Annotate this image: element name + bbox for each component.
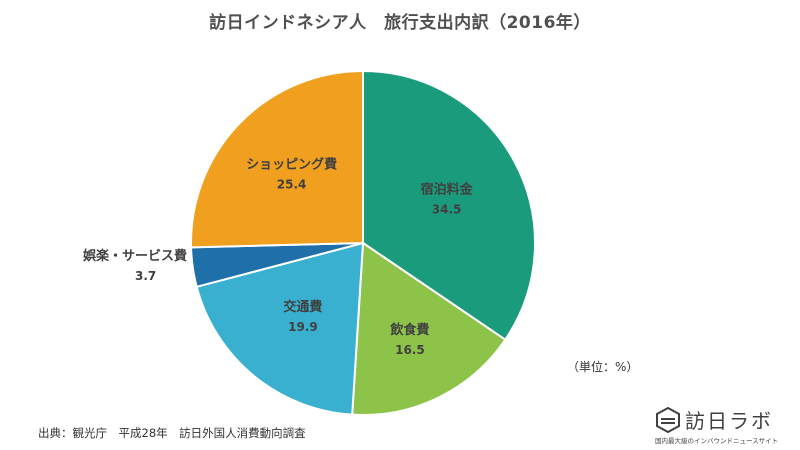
- pie-slice: [351, 241, 507, 416]
- logo-tagline: 国内最大級のインバウンドニュースサイト: [655, 437, 779, 445]
- slice-label: 交通費: [283, 299, 322, 315]
- slice-value: 19.9: [288, 320, 318, 334]
- unit-label: （単位：%）: [567, 360, 639, 374]
- slice-label: 飲食費: [389, 322, 429, 338]
- chart-title: 訪日インドネシア人 旅行支出内訳（2016年）: [209, 13, 591, 33]
- hexagon-logo-icon: [656, 407, 680, 433]
- pie-slice: [190, 69, 364, 249]
- source-note: 出典：観光庁 平成28年 訪日外国人消費動向調査: [38, 426, 306, 440]
- slice-label: 宿泊料金: [421, 182, 474, 198]
- logo-text: 訪日ラボ: [685, 409, 773, 433]
- pie-slice: [362, 69, 536, 342]
- slice-label: 娯楽・サービス費: [83, 248, 187, 264]
- slice-value: 3.7: [135, 269, 156, 283]
- slice-value: 25.4: [277, 177, 307, 191]
- pie-slice: [195, 241, 365, 416]
- slice-value: 34.5: [432, 203, 462, 217]
- slice-value: 16.5: [395, 343, 425, 357]
- brand-logo: 訪日ラボ 国内最大級のインバウンドニュースサイト: [653, 405, 793, 447]
- slice-label: ショッピング費: [246, 156, 337, 172]
